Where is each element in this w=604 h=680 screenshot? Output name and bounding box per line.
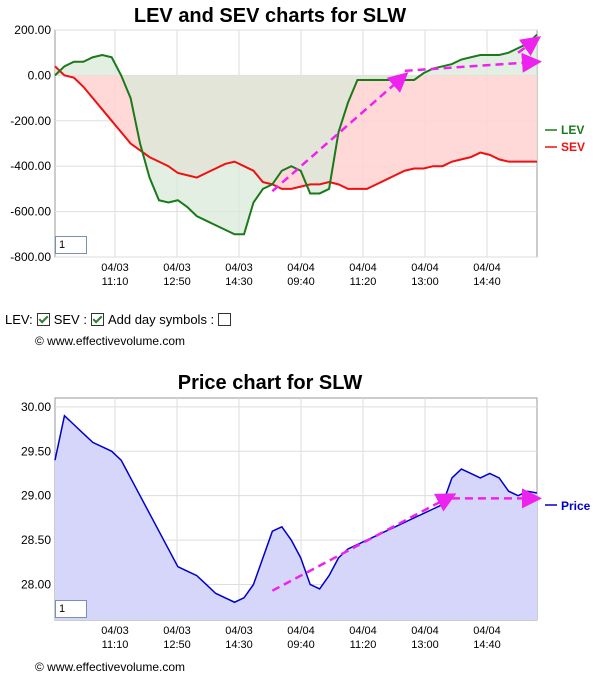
trend-arrow	[517, 36, 542, 56]
chart-title-lev-sev: LEV and SEV charts for SLW	[133, 5, 407, 27]
x-tick-label: 04/03	[163, 625, 191, 637]
x-tick-label: 14:40	[473, 639, 501, 651]
x-tick-label: 04/04	[287, 625, 315, 637]
lev-label: LEV:	[5, 312, 33, 327]
price-area	[55, 415, 537, 620]
y-tick-label: -400.00	[10, 159, 51, 173]
day-symbols-label: Add day symbols :	[107, 312, 215, 327]
x-tick-label: 04/04	[411, 262, 439, 274]
x-tick-label: 04/04	[473, 262, 501, 274]
y-tick-label: -200.00	[10, 114, 51, 128]
y-tick-label: -600.00	[10, 205, 51, 219]
x-tick-label: 12:50	[163, 276, 191, 288]
x-tick-label: 11:20	[350, 276, 377, 288]
x-tick-label: 04/03	[163, 262, 191, 274]
x-tick-label: 13:00	[411, 639, 439, 651]
day-symbols-checkbox[interactable]	[218, 313, 232, 326]
x-tick-label: 11:10	[102, 639, 129, 651]
sev-label: SEV :	[53, 312, 87, 327]
x-tick-label: 04/04	[411, 625, 439, 637]
trend-arrow	[404, 52, 542, 73]
x-tick-label: 14:40	[473, 276, 501, 288]
x-tick-label: 04/03	[101, 262, 129, 274]
y-tick-label: -800.00	[10, 250, 51, 264]
x-tick-label: 04/03	[225, 625, 253, 637]
zoom-input[interactable]: 1	[55, 236, 87, 254]
price-chart: 30.00 29.50 29.00 28.50 28.00 04/03 11:10 04/03…	[21, 397, 591, 651]
legend-label-price: Price	[561, 499, 591, 513]
legend-label-sev: SEV	[561, 140, 585, 154]
x-tick-label: 12:50	[163, 639, 191, 651]
x-tick-label: 04/04	[349, 262, 377, 274]
y-tick-label: 28.50	[21, 533, 51, 547]
y-tick-label: 0.00	[28, 68, 52, 82]
chart-title-price: Price chart for SLW	[177, 372, 363, 394]
chart-controls: LEV: SEV : Add day symbols :	[5, 312, 232, 327]
copyright-text: © www.effectivevolume.com	[35, 334, 186, 348]
sev-checkbox[interactable]	[90, 313, 104, 326]
trend-arrow	[271, 72, 409, 193]
price-line	[54, 414, 538, 604]
x-tick-label: 14:30	[225, 276, 253, 288]
x-tick-label: 09:40	[287, 276, 315, 288]
lev-area	[55, 34, 537, 235]
x-tick-label: 04/04	[349, 625, 377, 637]
legend-label-lev: LEV	[561, 123, 584, 137]
x-tick-label: 04/04	[473, 625, 501, 637]
trend-arrow	[271, 493, 457, 592]
x-tick-label: 11:10	[102, 276, 129, 288]
lev-checkbox[interactable]	[36, 313, 50, 326]
x-tick-label: 04/04	[287, 262, 315, 274]
x-tick-label: 14:30	[225, 639, 253, 651]
lev-line	[54, 33, 538, 236]
sev-line	[54, 65, 537, 190]
y-tick-label: 29.50	[21, 444, 51, 458]
x-tick-label: 09:40	[287, 639, 315, 651]
lev-sev-chart: 200.00 0.00 -200.00 -400.00 -600.00 -800.00 04…	[10, 23, 585, 288]
x-tick-label: 04/03	[101, 625, 129, 637]
copyright-text: © www.effectivevolume.com	[35, 660, 186, 674]
zoom-input[interactable]: 1	[55, 600, 87, 618]
x-tick-label: 13:00	[411, 276, 439, 288]
x-tick-label: 11:20	[350, 639, 377, 651]
y-tick-label: 200.00	[14, 23, 51, 37]
y-tick-label: 28.00	[21, 577, 51, 591]
y-tick-label: 30.00	[21, 400, 51, 414]
y-tick-label: 29.00	[21, 489, 51, 503]
x-tick-label: 04/03	[225, 262, 253, 274]
